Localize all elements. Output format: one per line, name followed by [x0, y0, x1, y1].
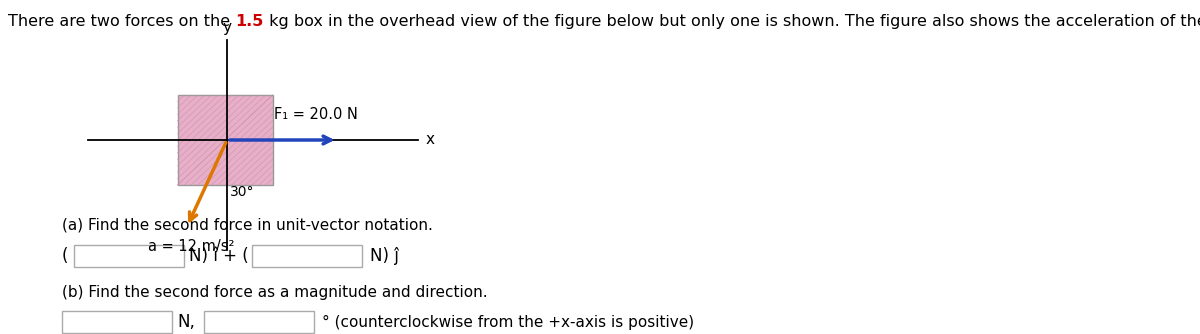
Text: There are two forces on the: There are two forces on the [8, 14, 235, 29]
Text: kg box in the overhead view of the figure below but only one is shown. The figur: kg box in the overhead view of the figur… [264, 14, 1200, 29]
Bar [178, 95, 272, 185]
Text: (b) Find the second force as a magnitude and direction.: (b) Find the second force as a magnitude… [62, 285, 487, 300]
Text: N) ĵ: N) ĵ [370, 247, 398, 265]
Bar [252, 245, 362, 267]
Bar [74, 245, 184, 267]
Text: x: x [426, 133, 434, 148]
Text: 1.5: 1.5 [235, 14, 264, 29]
Text: N,: N, [178, 313, 194, 331]
Text: a = 12 m/s²: a = 12 m/s² [148, 238, 234, 254]
Text: F₁ = 20.0 N: F₁ = 20.0 N [275, 107, 359, 122]
Text: 30°: 30° [230, 185, 254, 199]
Text: ° (counterclockwise from the +x-axis is positive): ° (counterclockwise from the +x-axis is … [322, 315, 694, 330]
Text: y: y [222, 20, 232, 35]
Text: (a) Find the second force in unit-vector notation.: (a) Find the second force in unit-vector… [62, 218, 433, 233]
Bar [62, 311, 172, 333]
Bar [204, 311, 314, 333]
Text: N) î + (: N) î + ( [190, 247, 248, 265]
Text: (: ( [62, 247, 68, 265]
